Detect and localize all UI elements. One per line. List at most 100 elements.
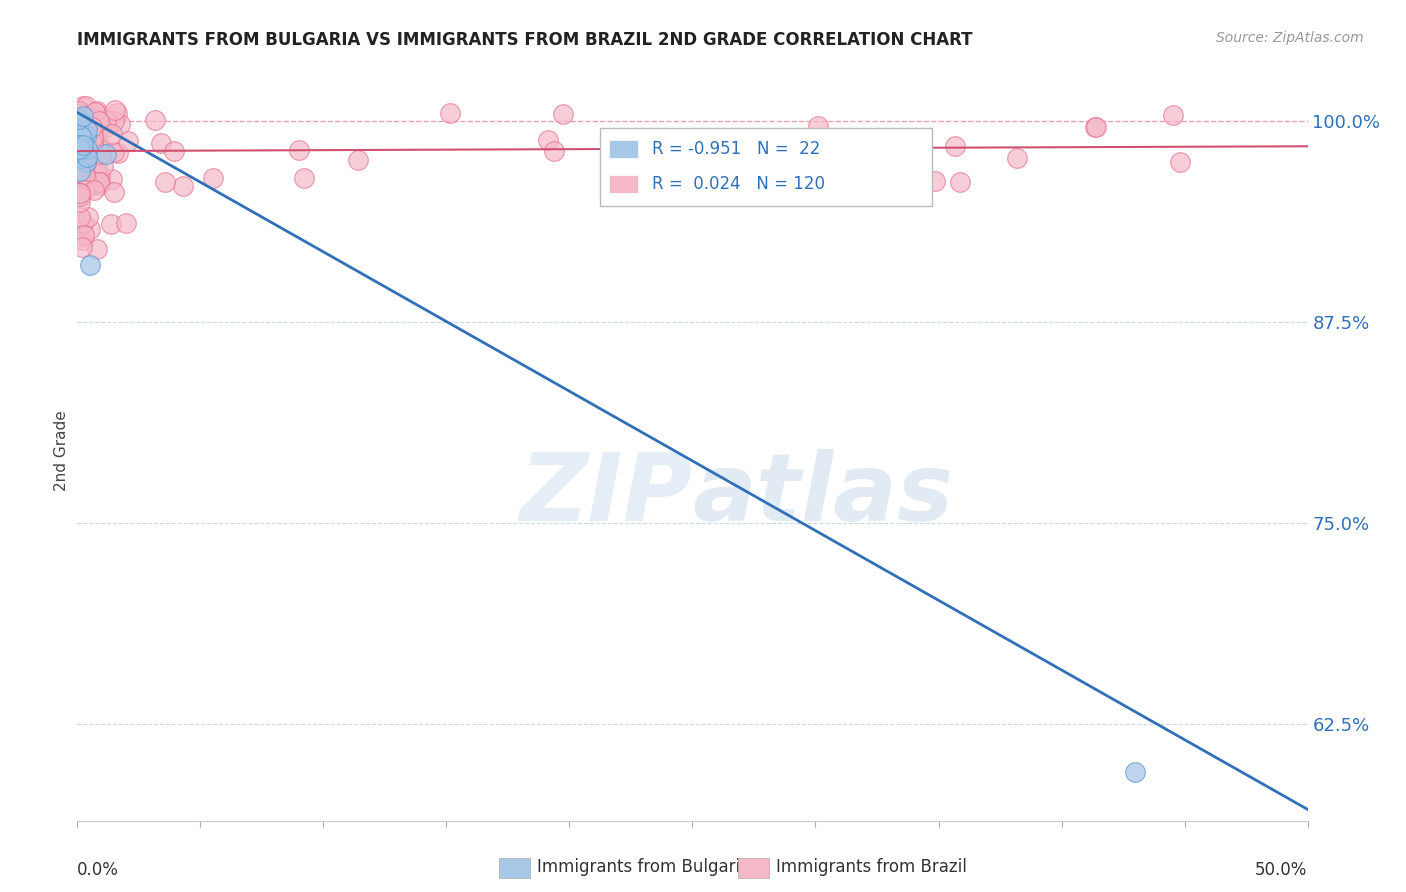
Point bbox=[75, 155, 97, 169]
Text: IMMIGRANTS FROM BULGARIA VS IMMIGRANTS FROM BRAZIL 2ND GRADE CORRELATION CHART: IMMIGRANTS FROM BULGARIA VS IMMIGRANTS F… bbox=[77, 31, 973, 49]
Point bbox=[69, 178, 91, 193]
Point bbox=[72, 151, 94, 165]
Point bbox=[69, 124, 91, 138]
Point bbox=[86, 103, 108, 118]
Point bbox=[287, 143, 309, 157]
Point bbox=[73, 178, 96, 193]
FancyBboxPatch shape bbox=[600, 128, 932, 206]
Point bbox=[72, 137, 94, 152]
Point bbox=[94, 113, 117, 128]
Point bbox=[89, 168, 111, 182]
Point bbox=[87, 178, 110, 192]
Point bbox=[76, 135, 98, 149]
Point bbox=[69, 194, 91, 209]
Point bbox=[115, 216, 138, 230]
Point bbox=[143, 113, 166, 128]
Point bbox=[89, 118, 111, 132]
Text: R = -0.951   N =  22: R = -0.951 N = 22 bbox=[652, 140, 820, 158]
Point bbox=[75, 122, 97, 136]
Point bbox=[69, 189, 91, 203]
Point bbox=[69, 121, 91, 136]
Point bbox=[347, 153, 370, 168]
Point bbox=[117, 134, 139, 148]
Point bbox=[73, 147, 96, 161]
Point bbox=[86, 161, 108, 175]
Point bbox=[87, 114, 110, 128]
Point bbox=[82, 137, 104, 152]
Point bbox=[103, 145, 125, 160]
Point bbox=[75, 128, 97, 143]
Point bbox=[80, 136, 103, 151]
Point bbox=[67, 144, 90, 158]
Point bbox=[84, 105, 107, 120]
Point bbox=[86, 105, 108, 120]
Point bbox=[163, 145, 186, 159]
Point bbox=[72, 233, 94, 247]
Point bbox=[83, 112, 105, 126]
Point bbox=[103, 113, 125, 128]
Point bbox=[67, 142, 90, 156]
Point bbox=[70, 142, 93, 156]
Point bbox=[67, 120, 90, 134]
Point bbox=[1007, 151, 1029, 165]
Point bbox=[153, 175, 176, 189]
Point bbox=[73, 120, 96, 134]
Point bbox=[82, 109, 104, 123]
Point bbox=[72, 130, 94, 145]
Point bbox=[75, 110, 97, 124]
Point bbox=[69, 168, 91, 182]
Point bbox=[105, 106, 128, 120]
Point bbox=[75, 156, 97, 170]
Point bbox=[292, 170, 315, 185]
Point bbox=[70, 153, 93, 167]
Point bbox=[807, 120, 830, 134]
Point bbox=[924, 174, 946, 188]
Text: Immigrants from Brazil: Immigrants from Brazil bbox=[776, 858, 967, 876]
Point bbox=[83, 183, 105, 197]
Point bbox=[67, 123, 90, 137]
Point bbox=[551, 107, 574, 121]
Point bbox=[96, 146, 118, 161]
Point bbox=[536, 132, 558, 146]
Point bbox=[79, 221, 101, 235]
Text: ZIP: ZIP bbox=[520, 449, 693, 541]
Point bbox=[72, 109, 94, 123]
Point bbox=[75, 183, 97, 197]
Point bbox=[75, 148, 97, 162]
Point bbox=[77, 148, 100, 162]
Point bbox=[75, 99, 97, 113]
Point bbox=[943, 138, 966, 153]
Point bbox=[90, 147, 112, 161]
Point bbox=[73, 160, 96, 174]
Point bbox=[107, 146, 129, 161]
Point bbox=[76, 174, 98, 188]
Point bbox=[72, 181, 94, 195]
Point bbox=[711, 161, 734, 175]
Point bbox=[69, 168, 91, 182]
Point bbox=[80, 137, 103, 152]
Point bbox=[67, 112, 90, 127]
Point bbox=[543, 145, 565, 159]
Text: Source: ZipAtlas.com: Source: ZipAtlas.com bbox=[1216, 31, 1364, 45]
Point bbox=[76, 211, 98, 225]
Point bbox=[69, 107, 91, 121]
Point bbox=[104, 103, 127, 118]
Point bbox=[67, 103, 90, 118]
Point bbox=[848, 161, 870, 175]
Point bbox=[70, 240, 93, 254]
Point bbox=[69, 186, 91, 201]
Point bbox=[82, 136, 104, 150]
Text: 50.0%: 50.0% bbox=[1256, 862, 1308, 880]
Point bbox=[76, 123, 98, 137]
Point bbox=[89, 175, 111, 189]
Point bbox=[72, 99, 94, 113]
Point bbox=[172, 178, 194, 193]
Point bbox=[652, 156, 675, 170]
Point bbox=[69, 186, 91, 200]
Point bbox=[108, 117, 131, 131]
Text: atlas: atlas bbox=[693, 449, 953, 541]
Point bbox=[84, 133, 107, 147]
Point bbox=[80, 114, 103, 128]
Point bbox=[439, 106, 461, 120]
Point bbox=[86, 242, 108, 256]
